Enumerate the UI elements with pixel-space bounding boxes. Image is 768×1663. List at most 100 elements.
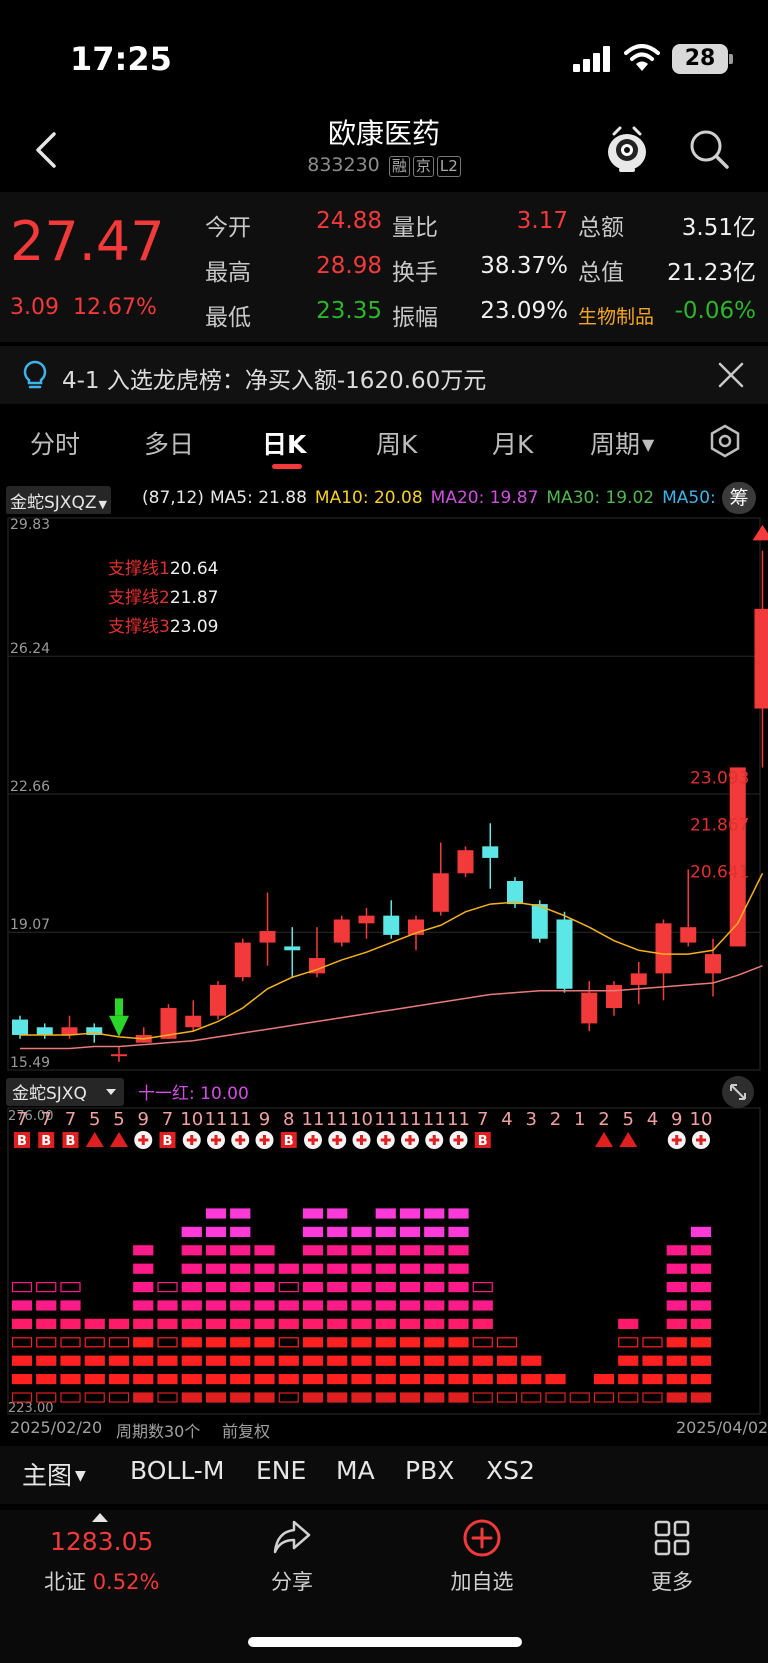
price-change: 3.09 12.67% — [10, 295, 157, 320]
signal-cell — [448, 1337, 469, 1348]
signal-cell — [133, 1300, 154, 1311]
chips-badge[interactable]: 筹 — [722, 482, 756, 514]
cycle-count-label: 8 — [283, 1109, 294, 1130]
back-icon[interactable] — [32, 130, 62, 170]
signal-cell — [351, 1226, 372, 1238]
indicator-tab-ene[interactable]: ENE — [256, 1456, 307, 1485]
tab-period[interactable]: 周期 ▼ — [590, 425, 654, 461]
tab-weekly-k[interactable]: 周K — [376, 430, 418, 459]
signal-cell — [302, 1300, 324, 1311]
ma-params: (87,12) — [142, 488, 204, 508]
quote-value: 23.35 — [316, 298, 382, 324]
share-button[interactable]: 分享 — [271, 1570, 313, 1594]
tab-intraday[interactable]: 分时 — [30, 430, 81, 459]
signal-cell — [254, 1337, 275, 1348]
cycle-count-label: 9 — [138, 1109, 149, 1130]
triangle-signal-icon — [110, 1132, 128, 1147]
lower-indicator-select[interactable] — [6, 1078, 124, 1106]
tag-margin: 融 — [388, 156, 410, 177]
tab-monthly-k[interactable]: 月K — [492, 430, 534, 459]
cycle-count-label: 9 — [671, 1109, 682, 1130]
cross-signal-glyph — [405, 1135, 415, 1145]
cycle-count-label: 9 — [259, 1109, 270, 1130]
cycle-count: 周期数30个 — [116, 1422, 201, 1441]
signal-cell — [327, 1318, 348, 1330]
signal-cell — [618, 1337, 639, 1348]
signal-cell — [448, 1208, 469, 1219]
signal-cell — [157, 1281, 178, 1293]
notice-bar[interactable] — [0, 346, 768, 404]
candle-body — [185, 1015, 202, 1028]
cycle-count-label: 10 — [350, 1109, 373, 1130]
tab-daily-k[interactable]: 日K — [262, 430, 307, 459]
candle-body — [705, 954, 721, 974]
signal-cell — [448, 1392, 469, 1403]
indicator-tab-main[interactable]: 主图 ▼ — [22, 1456, 86, 1492]
b-signal-icon — [62, 1132, 79, 1148]
signal-cell — [666, 1300, 687, 1311]
cycle-count-label: 7 — [162, 1109, 173, 1130]
b-signal-icon — [474, 1132, 491, 1148]
signal-cell — [496, 1373, 518, 1385]
signal-cell — [36, 1318, 57, 1330]
quote-label[interactable]: 生物制品 — [578, 306, 655, 328]
cycle-count-label: 4 — [501, 1109, 512, 1130]
cycle-count-label: 10 — [690, 1109, 713, 1130]
signal-cell — [351, 1355, 372, 1366]
signal-cell — [230, 1300, 251, 1311]
y-tick-label: 22.66 — [10, 779, 50, 795]
signal-cell — [36, 1392, 57, 1403]
add-watchlist-icon[interactable] — [462, 1518, 502, 1558]
signal-cell — [666, 1355, 687, 1366]
home-indicator[interactable] — [248, 1637, 522, 1647]
signal-cell — [666, 1263, 687, 1274]
adjust-mode[interactable]: 前复权 — [222, 1422, 271, 1441]
support-value-label: 21.867 — [690, 816, 749, 836]
search-icon[interactable] — [688, 128, 730, 170]
signal-cell — [230, 1245, 251, 1256]
signal-cell — [399, 1208, 421, 1219]
indicator-tab-xs2[interactable]: XS2 — [486, 1456, 535, 1485]
signal-cell — [690, 1392, 712, 1403]
kline-chart[interactable]: 29.8326.2422.6619.0715.49支撑线120.64支撑线221… — [0, 514, 768, 1441]
indicator-tab-boll-m[interactable]: BOLL-M — [130, 1456, 225, 1485]
close-icon[interactable] — [718, 362, 744, 388]
signal-cell — [302, 1226, 324, 1238]
signal-cell — [205, 1392, 227, 1403]
settings-icon[interactable] — [708, 424, 742, 458]
signal-cell — [424, 1373, 445, 1385]
indicator-select[interactable]: 金蛇SJXQZ ▼ — [6, 486, 111, 514]
wifi-icon — [624, 44, 660, 71]
candle-body — [507, 880, 523, 905]
signal-cell — [399, 1355, 421, 1366]
more-grid-icon[interactable] — [654, 1520, 690, 1556]
ma-item: MA30: 19.02 — [546, 488, 655, 508]
signal-cell — [448, 1226, 469, 1238]
expand-up-icon[interactable] — [92, 1513, 108, 1522]
b-signal-icon — [159, 1132, 176, 1148]
signal-cell — [351, 1318, 372, 1330]
b-signal-glyph: B — [284, 1134, 294, 1149]
signal-cell — [302, 1337, 324, 1348]
triangle-signal-icon — [619, 1132, 638, 1147]
signal-cell — [424, 1208, 445, 1219]
signal-cell — [108, 1337, 130, 1348]
buy-arrow-stem — [115, 998, 123, 1016]
assistant-robot-icon[interactable] — [604, 124, 650, 174]
tab-multiday[interactable]: 多日 — [144, 430, 195, 459]
lightbulb-icon — [23, 360, 47, 389]
add-watchlist-button[interactable]: 加自选 — [450, 1570, 514, 1594]
share-icon[interactable] — [272, 1518, 312, 1556]
index-value[interactable]: 1283.05 — [50, 1527, 154, 1556]
candle-body — [680, 927, 697, 943]
signal-cell — [254, 1300, 275, 1311]
quote-value: 21.23亿 — [667, 260, 756, 286]
lower-indicator-label: 金蛇SJXQ — [12, 1084, 87, 1104]
indicator-tab-pbx[interactable]: PBX — [405, 1456, 455, 1485]
more-button[interactable]: 更多 — [651, 1570, 693, 1594]
indicator-tab-ma[interactable]: MA — [336, 1456, 375, 1485]
quote-label: 今开 — [205, 215, 251, 241]
signal-cell — [448, 1318, 469, 1330]
signal-cell — [254, 1318, 275, 1330]
cycle-count-label: 11 — [374, 1109, 397, 1130]
